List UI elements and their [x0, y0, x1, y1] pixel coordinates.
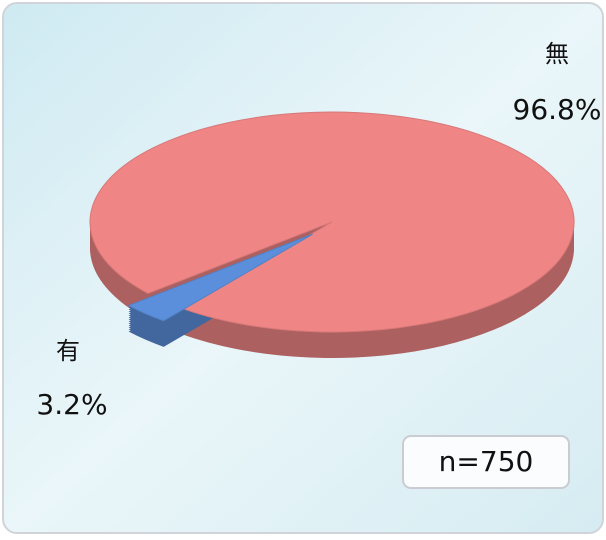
pie [89, 111, 575, 358]
slice [127, 233, 313, 322]
annotation-box [402, 435, 570, 489]
slice [89, 111, 575, 333]
slice-label: 無 [545, 40, 569, 68]
value-label: 3.2% [36, 388, 107, 421]
value-label: 96.8% [513, 93, 602, 126]
annotation: n=750 [439, 445, 534, 478]
slice-label: 有 [56, 337, 80, 365]
